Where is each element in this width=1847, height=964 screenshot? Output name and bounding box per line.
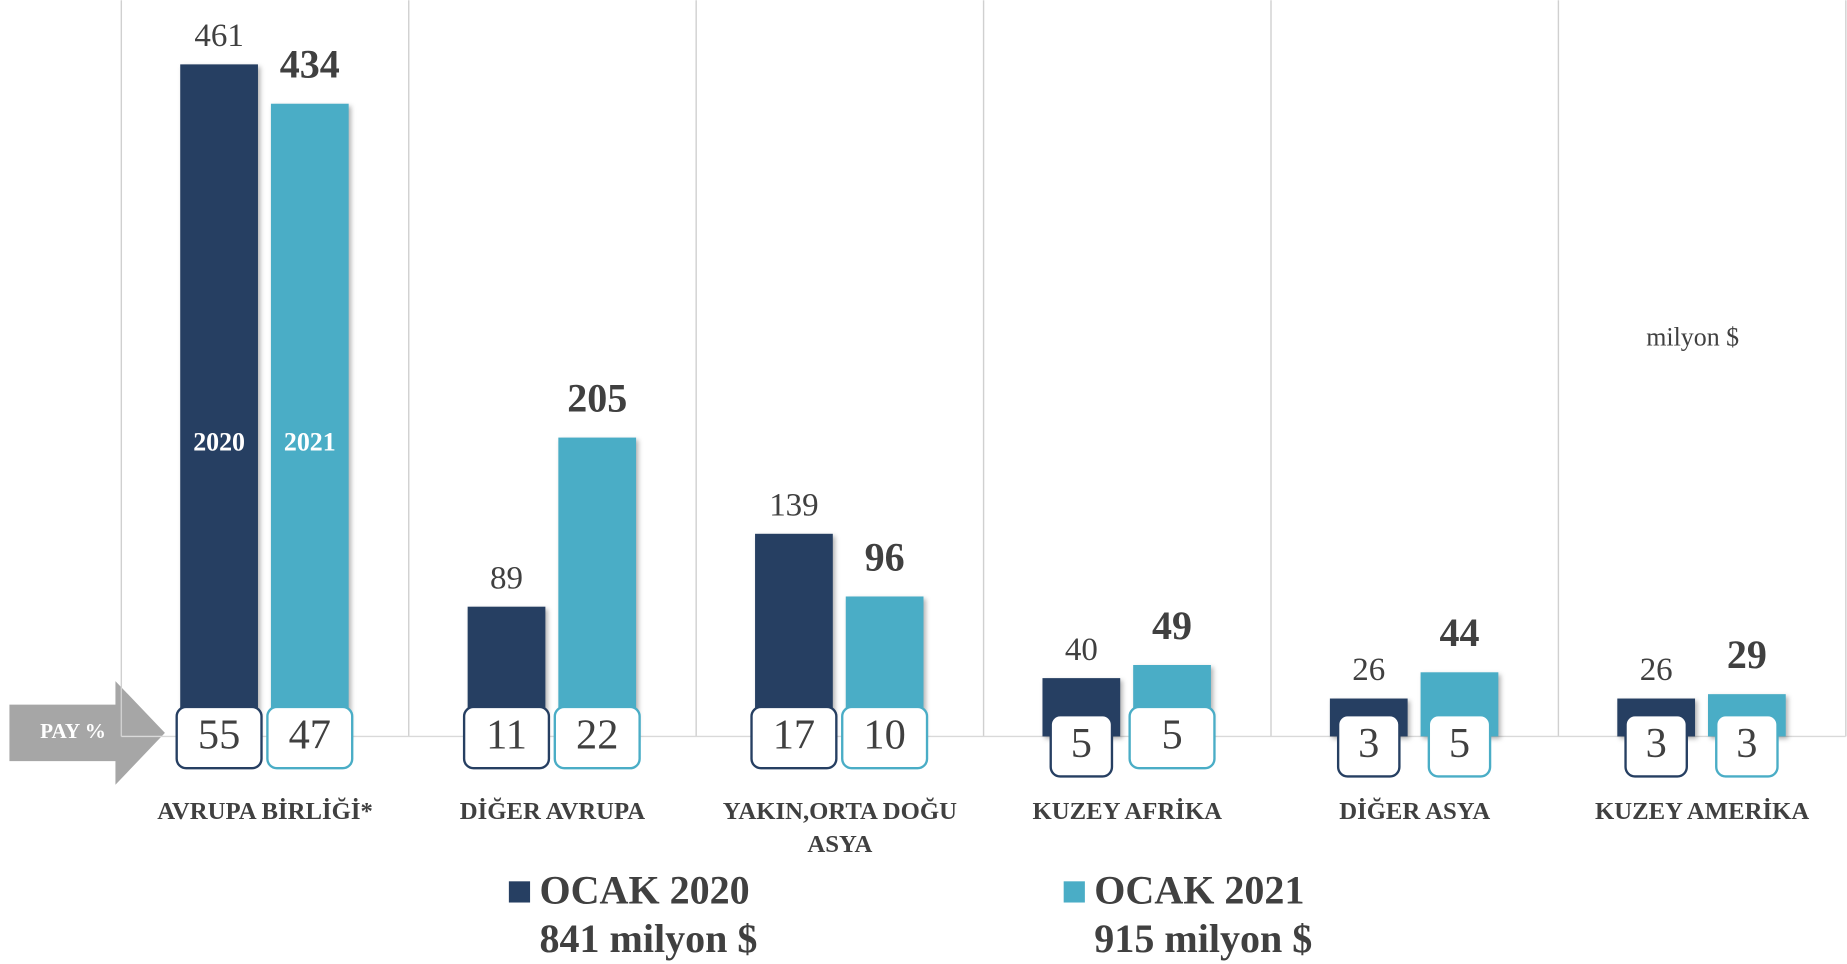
share-box [750,705,838,770]
share-box [266,705,354,770]
share-box [175,705,263,770]
share-label: 55 [198,712,240,759]
share-box [462,705,551,770]
category-label: DİĞER ASYA [1339,796,1491,825]
share-box [1336,714,1401,778]
value-label: 44 [1439,610,1479,655]
bar [180,64,258,737]
category-label: DİĞER AVRUPA [459,796,646,825]
value-label: 26 [1640,652,1673,688]
category-box: KUZEY AFRİKA [1032,796,1222,825]
bar-label: 2020 [193,427,245,456]
unit-note: milyon $ [1646,322,1739,351]
category-box: AVRUPA BİRLİĞİ* [157,796,373,825]
legend-label: OCAK 2020 [539,867,749,912]
share-box [1624,714,1688,778]
value-label: 434 [280,42,340,87]
value-label: 29 [1727,632,1767,677]
value-label: 461 [194,18,243,54]
share-label: 17 [773,712,815,759]
share-label: 5 [1071,720,1092,767]
value-label: 49 [1152,603,1192,648]
value-label: 26 [1352,652,1385,688]
share-box [553,705,641,770]
share-label: 3 [1736,720,1757,767]
share-box [1128,705,1216,770]
legend-label: OCAK 2021 [1094,867,1304,912]
share-label: 3 [1646,720,1667,767]
legend-swatch [508,881,531,903]
bar [558,437,637,737]
share-label: 47 [289,712,331,759]
category-box: DİĞER AVRUPA [459,796,646,825]
category-box: YAKIN,ORTA DOĞU ASYA [722,796,957,858]
bar [270,103,349,737]
category-box: KUZEY AMERİKA [1595,796,1810,825]
category-label: AVRUPA BİRLİĞİ* [157,796,373,825]
legend-total: 915 milyon $ [1094,916,1312,961]
value-label: 96 [865,534,905,579]
bar-label: 2021 [284,427,336,456]
share-label: PAY % [40,719,106,743]
category-label: KUZEY AMERİKA [1595,796,1810,825]
share-arrow [9,681,165,785]
share-box [1049,714,1114,778]
share-label: 3 [1358,720,1379,767]
value-label: 139 [769,487,818,523]
share-label: 10 [863,712,905,759]
share-label: 5 [1161,712,1182,759]
legend-total: 841 milyon $ [539,916,757,961]
share-box [1715,714,1779,778]
category-label: YAKIN,ORTA DOĞU ASYA [722,796,957,858]
share-label: 5 [1449,720,1470,767]
bar [755,533,833,737]
legend-swatch [1063,881,1085,903]
share-box [841,705,929,770]
category-box: DİĞER ASYA [1339,796,1491,825]
value-label: 205 [567,375,627,420]
share-label: 11 [486,712,527,759]
share-box [1427,714,1492,778]
category-label: KUZEY AFRİKA [1032,796,1222,825]
share-label: 22 [576,712,618,759]
value-label: 89 [490,560,523,596]
value-label: 40 [1065,632,1098,668]
